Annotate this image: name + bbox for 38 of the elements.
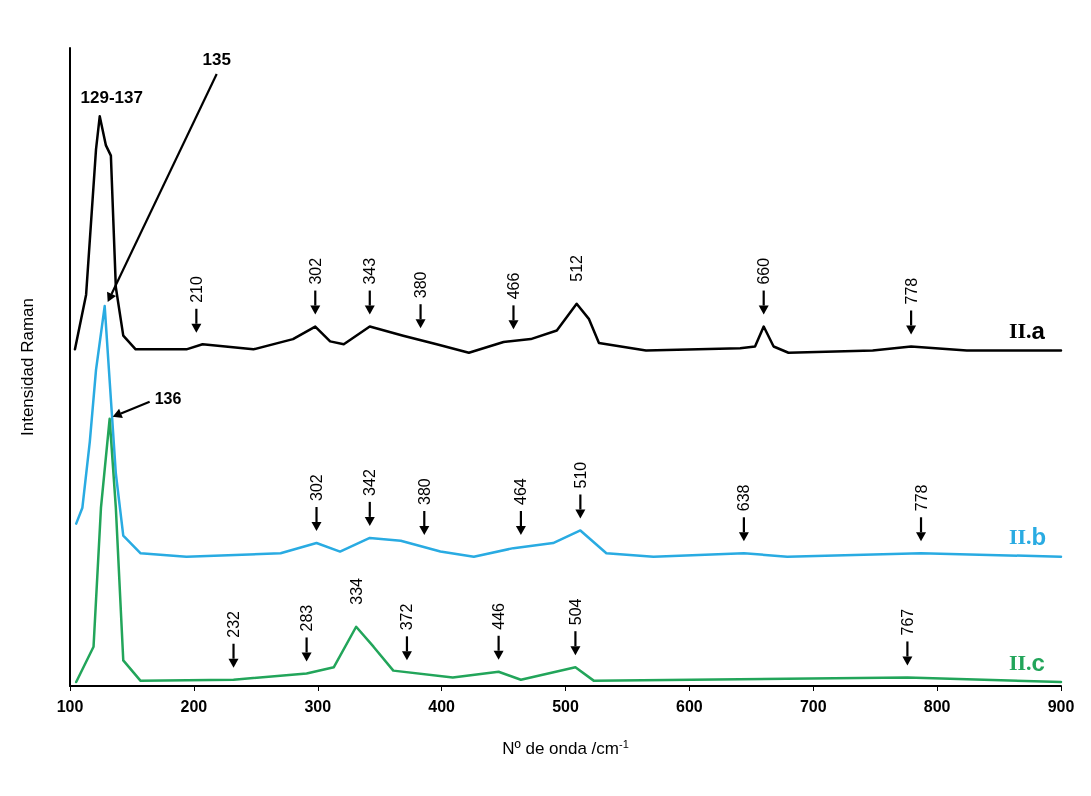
annotation: 660	[755, 257, 773, 285]
annotation: 380	[415, 478, 433, 506]
series-label: II.a	[1009, 316, 1046, 344]
annotation: 504	[566, 598, 584, 626]
series-label: II.c	[1009, 648, 1045, 676]
x-tick-label: 900	[1047, 697, 1075, 715]
annotation: 334	[347, 577, 365, 605]
x-tick-label: 300	[304, 697, 332, 715]
annotation: 342	[361, 469, 379, 496]
annotation: 466	[504, 272, 522, 300]
x-tick-label: 400	[428, 697, 456, 715]
annotation: 372	[398, 603, 416, 631]
annotation: 210	[187, 275, 205, 303]
annotation: 638	[735, 484, 753, 512]
annotation: 380	[412, 271, 430, 299]
x-tick-label: 800	[923, 697, 951, 715]
annotation: 512	[568, 254, 586, 282]
text: 135	[202, 50, 231, 70]
annotation: 129-137	[80, 88, 143, 108]
annotation: 778	[912, 484, 930, 512]
x-tick-label: 500	[552, 697, 579, 715]
annotation: 302	[306, 257, 324, 285]
annotation: 510	[571, 461, 589, 489]
x-tick-label: 700	[799, 697, 827, 715]
annotation: 343	[361, 257, 379, 285]
annotation: 778	[902, 277, 920, 305]
y-axis-title: Intensidad Raman	[18, 298, 37, 436]
annotation: 283	[298, 604, 316, 632]
x-tick-label: 200	[180, 697, 208, 715]
annotation: 767	[898, 608, 916, 636]
annotation: 464	[512, 478, 530, 506]
series-label: II.b	[1009, 523, 1047, 551]
annotation: 302	[308, 474, 326, 502]
x-tick-label: 600	[676, 697, 703, 715]
x-tick-label: 100	[56, 697, 84, 715]
annotation: 136	[154, 390, 182, 408]
annotation: 232	[225, 610, 243, 638]
annotation: 446	[490, 602, 508, 630]
